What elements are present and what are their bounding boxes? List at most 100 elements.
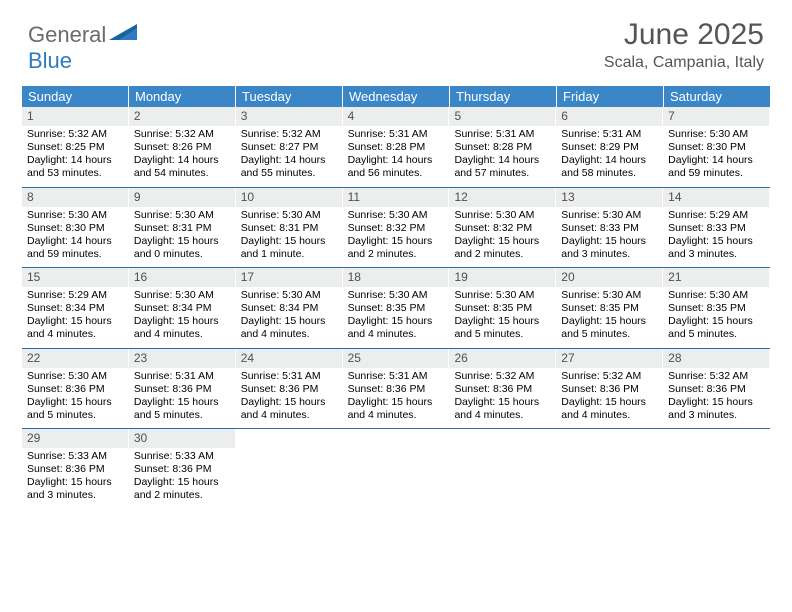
daylight-text: Daylight: 15 hours and 4 minutes. [561, 396, 657, 422]
header: General Blue June 2025 Scala, Campania, … [0, 0, 792, 74]
sunrise-text: Sunrise: 5:29 AM [27, 289, 123, 302]
day-body: Sunrise: 5:33 AMSunset: 8:36 PMDaylight:… [22, 450, 128, 503]
day-cell [343, 429, 450, 509]
day-number: 1 [22, 107, 128, 126]
day-number: 9 [129, 188, 235, 207]
daylight-text: Daylight: 14 hours and 57 minutes. [454, 154, 550, 180]
day-cell [663, 429, 770, 509]
day-body: Sunrise: 5:32 AMSunset: 8:36 PMDaylight:… [556, 370, 662, 423]
sunrise-text: Sunrise: 5:30 AM [561, 209, 657, 222]
day-cell: 19 Sunrise: 5:30 AMSunset: 8:35 PMDayligh… [449, 268, 556, 348]
day-cell: 16Sunrise: 5:30 AMSunset: 8:34 PMDayligh… [129, 268, 236, 348]
day-number: 24 [236, 349, 342, 368]
day-body: Sunrise: 5:30 AMSunset: 8:30 PMDaylight:… [22, 209, 128, 262]
daylight-text: Daylight: 15 hours and 3 minutes. [561, 235, 657, 261]
sunrise-text: Sunrise: 5:31 AM [348, 128, 444, 141]
sunset-text: Sunset: 8:36 PM [454, 383, 550, 396]
weekday-friday: Friday [557, 86, 664, 107]
day-cell: 24 Sunrise: 5:31 AMSunset: 8:36 PMDayligh… [236, 349, 343, 429]
day-body: Sunrise: 5:30 AMSunset: 8:30 PMDaylight:… [663, 128, 769, 181]
sunset-text: Sunset: 8:30 PM [668, 141, 764, 154]
day-cell: 2Sunrise: 5:32 AMSunset: 8:26 PMDaylight… [129, 107, 236, 187]
daylight-text: Daylight: 15 hours and 5 minutes. [27, 396, 123, 422]
sunset-text: Sunset: 8:32 PM [348, 222, 444, 235]
day-number: 13 [556, 188, 662, 207]
day-cell: 9 Sunrise: 5:30 AMSunset: 8:31 PMDaylight… [129, 188, 236, 268]
sunset-text: Sunset: 8:34 PM [241, 302, 337, 315]
day-number: 21 [663, 268, 769, 287]
sunrise-text: Sunrise: 5:33 AM [134, 450, 230, 463]
day-cell: 26Sunrise: 5:32 AMSunset: 8:36 PMDayligh… [449, 349, 556, 429]
day-cell: 1Sunrise: 5:32 AMSunset: 8:25 PMDaylight… [22, 107, 129, 187]
sunrise-text: Sunrise: 5:31 AM [134, 370, 230, 383]
day-body: Sunrise: 5:29 AMSunset: 8:33 PMDaylight:… [663, 209, 769, 262]
sunset-text: Sunset: 8:33 PM [561, 222, 657, 235]
week-row: 8Sunrise: 5:30 AMSunset: 8:30 PMDaylight… [22, 188, 770, 269]
week-row: 22Sunrise: 5:30 AMSunset: 8:36 PMDayligh… [22, 349, 770, 430]
day-body: Sunrise: 5:30 AMSunset: 8:31 PMDaylight:… [236, 209, 342, 262]
day-cell: 17 Sunrise: 5:30 AMSunset: 8:34 PMDayligh… [236, 268, 343, 348]
daylight-text: Daylight: 15 hours and 4 minutes. [134, 315, 230, 341]
sunrise-text: Sunrise: 5:31 AM [348, 370, 444, 383]
day-body: Sunrise: 5:30 AMSunset: 8:34 PMDaylight:… [236, 289, 342, 342]
sunset-text: Sunset: 8:32 PM [454, 222, 550, 235]
day-body: Sunrise: 5:30 AMSunset: 8:34 PMDaylight:… [129, 289, 235, 342]
day-cell: 7Sunrise: 5:30 AMSunset: 8:30 PMDaylight… [663, 107, 770, 187]
day-cell: 13 Sunrise: 5:30 AMSunset: 8:33 PMDayligh… [556, 188, 663, 268]
sunset-text: Sunset: 8:27 PM [241, 141, 337, 154]
sunset-text: Sunset: 8:31 PM [134, 222, 230, 235]
sunset-text: Sunset: 8:36 PM [561, 383, 657, 396]
daylight-text: Daylight: 15 hours and 2 minutes. [454, 235, 550, 261]
day-cell [236, 429, 343, 509]
day-cell: 22Sunrise: 5:30 AMSunset: 8:36 PMDayligh… [22, 349, 129, 429]
sunrise-text: Sunrise: 5:30 AM [348, 209, 444, 222]
sunset-text: Sunset: 8:35 PM [348, 302, 444, 315]
daylight-text: Daylight: 15 hours and 2 minutes. [134, 476, 230, 502]
day-body: Sunrise: 5:31 AMSunset: 8:28 PMDaylight:… [449, 128, 555, 181]
calendar: Sunday Monday Tuesday Wednesday Thursday… [22, 86, 770, 509]
day-body: Sunrise: 5:31 AMSunset: 8:36 PMDaylight:… [236, 370, 342, 423]
day-cell: 14Sunrise: 5:29 AMSunset: 8:33 PMDayligh… [663, 188, 770, 268]
weekday-saturday: Saturday [664, 86, 770, 107]
day-cell: 27Sunrise: 5:32 AMSunset: 8:36 PMDayligh… [556, 349, 663, 429]
sunset-text: Sunset: 8:36 PM [134, 463, 230, 476]
sunset-text: Sunset: 8:35 PM [454, 302, 550, 315]
day-number: 19 [449, 268, 555, 287]
sunset-text: Sunset: 8:26 PM [134, 141, 230, 154]
month-title: June 2025 [604, 18, 764, 52]
day-cell: 28Sunrise: 5:32 AMSunset: 8:36 PMDayligh… [663, 349, 770, 429]
day-number: 23 [129, 349, 235, 368]
day-number: 8 [22, 188, 128, 207]
logo-text-blue: Blue [28, 48, 72, 73]
day-cell: 15Sunrise: 5:29 AMSunset: 8:34 PMDayligh… [22, 268, 129, 348]
daylight-text: Daylight: 15 hours and 4 minutes. [27, 315, 123, 341]
sunrise-text: Sunrise: 5:32 AM [27, 128, 123, 141]
day-body: Sunrise: 5:32 AMSunset: 8:27 PMDaylight:… [236, 128, 342, 181]
daylight-text: Daylight: 15 hours and 5 minutes. [454, 315, 550, 341]
daylight-text: Daylight: 15 hours and 4 minutes. [348, 315, 444, 341]
sunset-text: Sunset: 8:33 PM [668, 222, 764, 235]
day-body: Sunrise: 5:29 AMSunset: 8:34 PMDaylight:… [22, 289, 128, 342]
day-cell: 23 Sunrise: 5:31 AMSunset: 8:36 PMDayligh… [129, 349, 236, 429]
weekday-monday: Monday [129, 86, 236, 107]
daylight-text: Daylight: 15 hours and 5 minutes. [134, 396, 230, 422]
sunrise-text: Sunrise: 5:30 AM [668, 128, 764, 141]
sunset-text: Sunset: 8:30 PM [27, 222, 123, 235]
day-number: 22 [22, 349, 128, 368]
day-number: 4 [343, 107, 449, 126]
sunrise-text: Sunrise: 5:32 AM [668, 370, 764, 383]
day-body: Sunrise: 5:31 AMSunset: 8:36 PMDaylight:… [129, 370, 235, 423]
day-number: 17 [236, 268, 342, 287]
sunset-text: Sunset: 8:36 PM [348, 383, 444, 396]
weekday-tuesday: Tuesday [236, 86, 343, 107]
day-number: 30 [129, 429, 235, 448]
day-body: Sunrise: 5:30 AMSunset: 8:31 PMDaylight:… [129, 209, 235, 262]
day-body: Sunrise: 5:30 AMSunset: 8:35 PMDaylight:… [449, 289, 555, 342]
daylight-text: Daylight: 15 hours and 1 minute. [241, 235, 337, 261]
day-body: Sunrise: 5:33 AMSunset: 8:36 PMDaylight:… [129, 450, 235, 503]
sunrise-text: Sunrise: 5:32 AM [561, 370, 657, 383]
day-cell: 25Sunrise: 5:31 AMSunset: 8:36 PMDayligh… [343, 349, 450, 429]
sunrise-text: Sunrise: 5:30 AM [241, 209, 337, 222]
day-cell: 12Sunrise: 5:30 AMSunset: 8:32 PMDayligh… [449, 188, 556, 268]
sunrise-text: Sunrise: 5:30 AM [454, 289, 550, 302]
